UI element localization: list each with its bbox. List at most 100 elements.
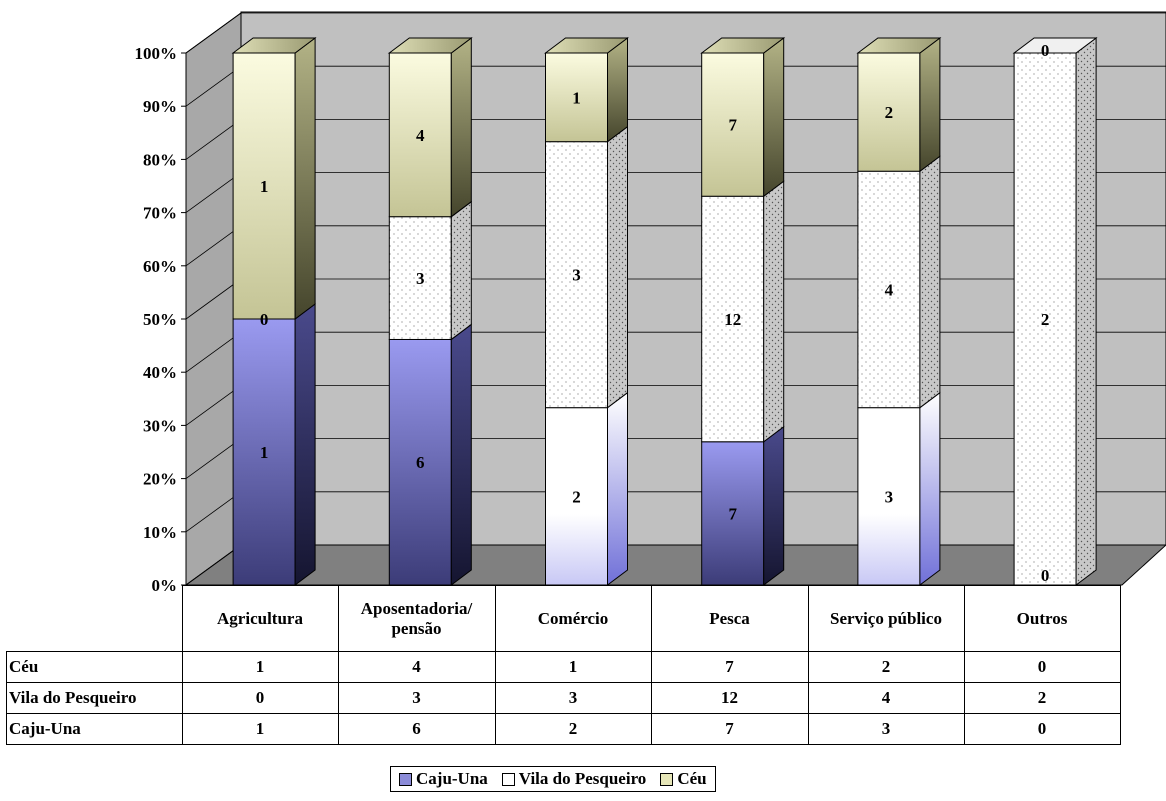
table-cell-vila-do-pesqueiro-pesca: 12 [650,682,809,714]
legend-item-ceu: Céu [660,769,707,789]
bar-side-caju-una-pesca [763,425,785,586]
category-label-pesca: Pesca [650,585,809,652]
bar-side-caju-una-comercio [607,391,628,586]
bar-side-vila-do-pesqueiro-comercio [607,125,628,409]
data-label-vila-do-pesqueiro-agricultura: 0 [260,310,269,329]
bar-top-servico-publico [856,37,942,54]
table-cell-vila-do-pesqueiro-agricultura: 0 [181,682,339,714]
legend: Caju-Una Vila do Pesqueiro Céu [390,766,716,792]
bar-side-caju-una-agricultura [294,303,316,586]
bar-side-caju-una-aposentadoria-pensao [450,323,472,586]
legend-item-vila-do-pesqueiro: Vila do Pesqueiro [501,769,647,789]
y-tick-label: 20% [143,470,177,489]
series-label-vila-do-pesqueiro: Vila do Pesqueiro [6,682,183,714]
table-cell-ceu-comercio: 1 [494,651,652,683]
table-cell-caju-una-aposentadoria-pensao: 6 [337,713,496,745]
table-cell-vila-do-pesqueiro-servico-publico: 4 [807,682,965,714]
table-cell-ceu-aposentadoria-pensao: 4 [337,651,496,683]
table-row-vila-do-pesqueiro: Vila do Pesqueiro 0 3 3 12 4 2 [6,682,1121,714]
bar-stack-comercio: 2 3 1 [544,37,629,586]
bar-ceu-servico-publico [857,52,921,172]
table-cell-caju-una-agricultura: 1 [181,713,339,745]
bar-side-ceu-pesca [763,37,785,198]
bar-side-vila-do-pesqueiro-servico-publico [919,155,941,409]
gridline-side [185,544,242,586]
data-label-vila-do-pesqueiro-outros: 2 [1041,310,1050,329]
y-tick-label: 40% [143,363,177,382]
category-label-agricultura: Agricultura [181,585,339,652]
bar-top-comercio [544,37,629,54]
bar-stack-pesca: 7 12 7 [700,37,786,586]
bar-caju-una-pesca [701,441,765,586]
bar-stack-outros: 0 2 0 [1012,37,1098,586]
bar-side-ceu-servico-publico [919,37,941,173]
table-cell-caju-una-outros: 0 [963,713,1121,745]
bar-top-aposentadoria-pensao [387,37,473,54]
gridline-side [185,491,242,533]
table-cell-vila-do-pesqueiro-comercio: 3 [494,682,652,714]
table-cell-vila-do-pesqueiro-aposentadoria-pensao: 3 [337,682,496,714]
table-cell-ceu-outros: 0 [963,651,1121,683]
legend-label: Caju-Una [416,769,488,788]
y-tick-label: 100% [135,44,178,63]
bar-vila-do-pesqueiro-comercio [545,141,608,409]
bar-side-vila-do-pesqueiro-pesca [763,180,785,443]
bar-side-caju-una-servico-publico [919,391,941,586]
bar-side-ceu-comercio [607,37,628,143]
category-label-comercio: Comércio [494,585,652,652]
bar-top-agricultura [231,37,317,54]
legend-swatch [660,772,674,786]
gridline-side [185,385,242,426]
bar-vila-do-pesqueiro-pesca [701,195,765,443]
y-tick-label: 80% [143,150,177,169]
table-cell-ceu-servico-publico: 2 [807,651,965,683]
data-label-caju-una-pesca: 7 [728,504,737,523]
table-cell-caju-una-servico-publico: 3 [807,713,965,745]
legend-label: Vila do Pesqueiro [518,769,647,788]
legend-swatch [501,772,515,786]
bar-side-vila-do-pesqueiro-outros [1075,37,1097,586]
legend-item-caju-una: Caju-Una [399,769,488,789]
bar-stack-aposentadoria-pensao: 6 3 4 [387,37,473,586]
bar-ceu-pesca [701,52,765,197]
bar-side-ceu-aposentadoria-pensao [450,37,472,218]
gridline-side [185,331,242,373]
bar-caju-una-agricultura [232,318,296,586]
table-cell-ceu-pesca: 7 [650,651,809,683]
table-header-row: Agricultura Aposentadoria/pensão Comércio P… [7,585,1121,652]
data-label-ceu-comercio: 1 [572,88,581,107]
gridline-side [185,278,242,320]
y-tick-label: 90% [143,97,177,116]
table-row-ceu: Céu 1 4 1 7 2 0 [6,651,1121,683]
gridline-side [185,119,242,160]
y-tick-label: 50% [143,310,177,329]
data-label-caju-una-agricultura: 1 [260,443,269,462]
y-tick-label: 60% [143,257,177,276]
data-label-ceu-agricultura: 1 [260,177,269,196]
category-label-outros: Outros [963,585,1121,652]
bar-vila-do-pesqueiro-outros [1013,52,1077,586]
bar-side-vila-do-pesqueiro-aposentadoria-pensao [450,200,472,341]
series-label-ceu: Céu [6,651,183,683]
bar-caju-una-comercio [545,407,608,586]
gridline-side [185,438,242,479]
gridline-side [185,12,242,54]
data-label-vila-do-pesqueiro-comercio: 3 [572,266,581,285]
data-label-ceu-aposentadoria-pensao: 4 [416,126,425,145]
data-label-caju-una-outros: 0 [1041,566,1050,585]
category-label-servico-publico: Serviço público [807,585,965,652]
y-axis: 0% 10% 20% 30% 40% 50% 60% 70% 80% 90% 100% [135,44,187,595]
data-label-vila-do-pesqueiro-aposentadoria-pensao: 3 [416,269,425,288]
gridline-side [185,225,242,267]
y-tick-label: 10% [143,523,177,542]
data-label-ceu-pesca: 7 [728,116,737,135]
table-cell-ceu-agricultura: 1 [181,651,339,683]
bar-stack-servico-publico: 3 4 2 [856,37,942,586]
legend-label: Céu [677,769,707,788]
bar-top-pesca [700,37,786,54]
bar-top-outros [1012,37,1098,54]
gridline-side [185,172,242,213]
bar-side-ceu-agricultura [294,37,316,320]
